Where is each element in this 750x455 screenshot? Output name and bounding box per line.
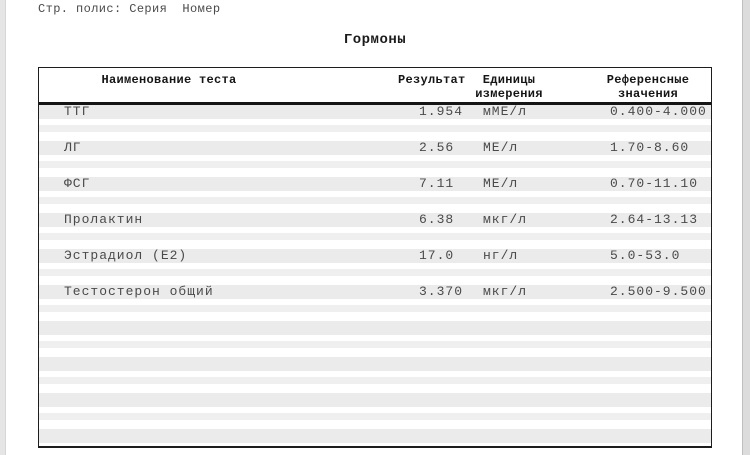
table-row-empty	[39, 429, 711, 446]
cell-units: МЕ/л	[483, 140, 519, 155]
cell-test-name: Эстрадиол (Е2)	[64, 248, 188, 263]
policy-note: Стр. полис: Серия Номер	[38, 2, 221, 16]
cell-reference: 0.70-11.10	[610, 176, 699, 191]
cell-reference: 2.64-13.13	[610, 212, 699, 227]
table-row: ЛГ 2.56 МЕ/л 1.70-8.60	[39, 141, 711, 177]
results-table: Наименование теста Результат Единицы изм…	[38, 67, 712, 448]
cell-reference: 5.0-53.0	[610, 248, 681, 263]
cell-units: мкг/л	[483, 212, 528, 227]
cell-units: МЕ/л	[483, 176, 519, 191]
table-row: Тестостерон общий 3.370 мкг/л 2.500-9.50…	[39, 285, 711, 321]
cell-reference: 2.500-9.500	[610, 284, 707, 299]
cell-test-name: Пролактин	[64, 212, 144, 227]
column-header-result: Результат	[398, 73, 466, 87]
cell-test-name: Тестостерон общий	[64, 284, 214, 299]
cell-result: 1.954	[419, 104, 464, 119]
cell-units: мМЕ/л	[483, 104, 528, 119]
cell-result: 17.0	[419, 248, 455, 263]
table-row-empty	[39, 321, 711, 357]
table-header: Наименование теста Результат Единицы изм…	[39, 68, 711, 105]
cell-result: 3.370	[419, 284, 464, 299]
table-row: Пролактин 6.38 мкг/л 2.64-13.13	[39, 213, 711, 249]
cell-reference: 1.70-8.60	[610, 140, 690, 155]
cell-result: 7.11	[419, 176, 455, 191]
table-row-empty	[39, 357, 711, 393]
cell-test-name: ТТГ	[64, 104, 91, 119]
table-row: ФСГ 7.11 МЕ/л 0.70-11.10	[39, 177, 711, 213]
cell-result: 2.56	[419, 140, 455, 155]
cell-result: 6.38	[419, 212, 455, 227]
cell-units: нг/л	[483, 248, 519, 263]
cell-test-name: ФСГ	[64, 176, 91, 191]
page-right-edge	[742, 0, 750, 455]
page-left-edge	[0, 0, 6, 455]
cell-units: мкг/л	[483, 284, 528, 299]
page-title: Гормоны	[343, 32, 407, 48]
cell-reference: 0.400-4.000	[610, 104, 707, 119]
column-header-test-name: Наименование теста	[101, 73, 237, 87]
table-row: Эстрадиол (Е2) 17.0 нг/л 5.0-53.0	[39, 249, 711, 285]
table-body: ТТГ 1.954 мМЕ/л 0.400-4.000 ЛГ 2.56 МЕ/л…	[39, 105, 711, 446]
column-header-units: Единицы измерения	[475, 73, 543, 101]
table-row-empty	[39, 393, 711, 429]
cell-test-name: ЛГ	[64, 140, 82, 155]
column-header-reference: Референсные значения	[606, 73, 690, 101]
table-row: ТТГ 1.954 мМЕ/л 0.400-4.000	[39, 105, 711, 141]
